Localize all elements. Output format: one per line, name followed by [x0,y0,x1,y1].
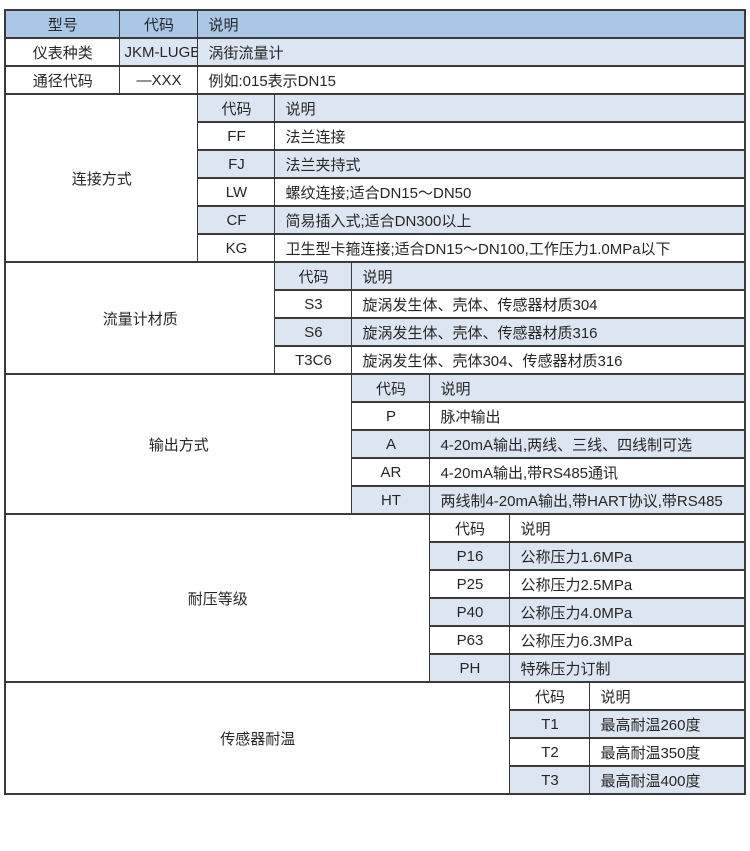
sub-header-desc: 说明 [351,261,746,291]
desc-cell: 法兰连接 [274,121,746,151]
sub-header-desc: 说明 [509,513,746,543]
table-row: FF 法兰连接 [5,121,746,151]
desc-cell: 两线制4-20mA输出,带HART协议,带RS485 [429,485,746,515]
section-label-material: 流量计材质 [4,261,276,375]
sub-header-code: 代码 [509,681,591,711]
table-row: P63 公称压力6.3MPa [5,625,746,655]
desc-cell: 公称压力2.5MPa [509,569,746,599]
desc-cell: 旋涡发生体、壳体304、传感器材质316 [351,345,746,375]
table-row: 耐压等级 代码 说明 [4,513,746,683]
code-cell: A [351,429,431,459]
table-row: S6 旋涡发生体、壳体、传感器材质316 [5,317,746,347]
code-cell: CF [197,205,276,235]
desc-cell: 最高耐温260度 [589,709,746,739]
desc-cell: 最高耐温400度 [589,765,746,795]
code-cell: T2 [509,737,591,767]
row-label-diameter-code: 通径代码 [4,65,121,95]
sub-header-code: 代码 [274,261,353,291]
table-row: S3 旋涡发生体、壳体、传感器材质304 [5,289,746,319]
code-cell: AR [351,457,431,487]
sub-header-desc: 说明 [274,93,746,123]
code-cell: FJ [197,149,276,179]
table-row: AR 4-20mA输出,带RS485通讯 [5,457,746,487]
desc-cell: 最高耐温350度 [589,737,746,767]
desc-cell: 公称压力6.3MPa [509,625,746,655]
table-row: 流量计材质 代码 说明 [4,261,746,375]
table-row: T1 最高耐温260度 [5,709,746,739]
code-cell: HT [351,485,431,515]
sub-header-desc: 说明 [429,373,746,403]
code-cell: P25 [429,569,511,599]
sub-header-desc: 说明 [589,681,746,711]
sub-header-code: 代码 [351,373,431,403]
table-row: PH 特殊压力订制 [5,653,746,683]
desc-cell: 4-20mA输出,带RS485通讯 [429,457,746,487]
code-cell: P16 [429,541,511,571]
desc-cell: 公称压力1.6MPa [509,541,746,571]
table-row: T2 最高耐温350度 [5,737,746,767]
table-row: 输出方式 代码 说明 [4,373,746,515]
table-row: P 脉冲输出 [5,401,746,431]
desc-cell: 4-20mA输出,两线、三线、四线制可选 [429,429,746,459]
section-label-connection: 连接方式 [4,93,199,263]
code-cell: P [351,401,431,431]
code-cell: S6 [274,317,353,347]
code-cell: T3 [509,765,591,795]
code-cell: —XXX [119,65,199,95]
table-row: P16 公称压力1.6MPa [5,541,746,571]
table-row: 传感器耐温 代码 说明 [4,681,746,795]
desc-cell: 涡街流量计 [197,37,746,67]
table-row: FJ 法兰夹持式 [5,149,746,179]
table-row: P25 公称压力2.5MPa [5,569,746,599]
table-row: HT 两线制4-20mA输出,带HART协议,带RS485 [5,485,746,515]
desc-cell: 法兰夹持式 [274,149,746,179]
section-label-output: 输出方式 [4,373,353,515]
section-label-pressure: 耐压等级 [4,513,431,683]
code-cell: S3 [274,289,353,319]
row-label-instrument-type: 仪表种类 [4,37,121,67]
desc-cell: 螺纹连接;适合DN15～DN50 [274,177,746,207]
table-row: 连接方式 代码 说明 [4,93,746,263]
table-row: T3 最高耐温400度 [5,765,746,795]
code-cell: T1 [509,709,591,739]
table-row: LW 螺纹连接;适合DN15～DN50 [5,177,746,207]
table-header-row: 型号 代码 说明 [4,9,746,39]
table-row: KG 卫生型卡箍连接;适合DN15～DN100,工作压力1.0MPa以下 [5,233,746,263]
table-row: 仪表种类 JKM-LUGB 涡街流量计 [4,37,746,67]
header-model: 型号 [4,9,121,39]
code-cell: P40 [429,597,511,627]
header-desc: 说明 [197,9,746,39]
desc-cell: 卫生型卡箍连接;适合DN15～DN100,工作压力1.0MPa以下 [274,233,746,263]
desc-cell: 旋涡发生体、壳体、传感器材质304 [351,289,746,319]
code-cell: JKM-LUGB [119,37,199,67]
table-row: P40 公称压力4.0MPa [5,597,746,627]
desc-cell: 简易插入式;适合DN300以上 [274,205,746,235]
table-row: CF 简易插入式;适合DN300以上 [5,205,746,235]
desc-cell: 特殊压力订制 [509,653,746,683]
code-cell: T3C6 [274,345,353,375]
section-label-temperature: 传感器耐温 [4,681,511,795]
sub-header-code: 代码 [197,93,276,123]
desc-cell: 旋涡发生体、壳体、传感器材质316 [351,317,746,347]
sub-header-code: 代码 [429,513,511,543]
table-row: T3C6 旋涡发生体、壳体304、传感器材质316 [5,345,746,375]
model-selection-spec-table: 型号 代码 说明 仪表种类 JKM-LUGB 涡街流量计 通径代码 —XXX 例… [3,9,747,795]
code-cell: LW [197,177,276,207]
desc-cell: 公称压力4.0MPa [509,597,746,627]
desc-cell: 脉冲输出 [429,401,746,431]
table-row: 通径代码 —XXX 例如:015表示DN15 [4,65,746,95]
code-cell: P63 [429,625,511,655]
code-cell: PH [429,653,511,683]
code-cell: KG [197,233,276,263]
table-row: A 4-20mA输出,两线、三线、四线制可选 [5,429,746,459]
desc-cell: 例如:015表示DN15 [197,65,746,95]
header-code: 代码 [119,9,199,39]
code-cell: FF [197,121,276,151]
